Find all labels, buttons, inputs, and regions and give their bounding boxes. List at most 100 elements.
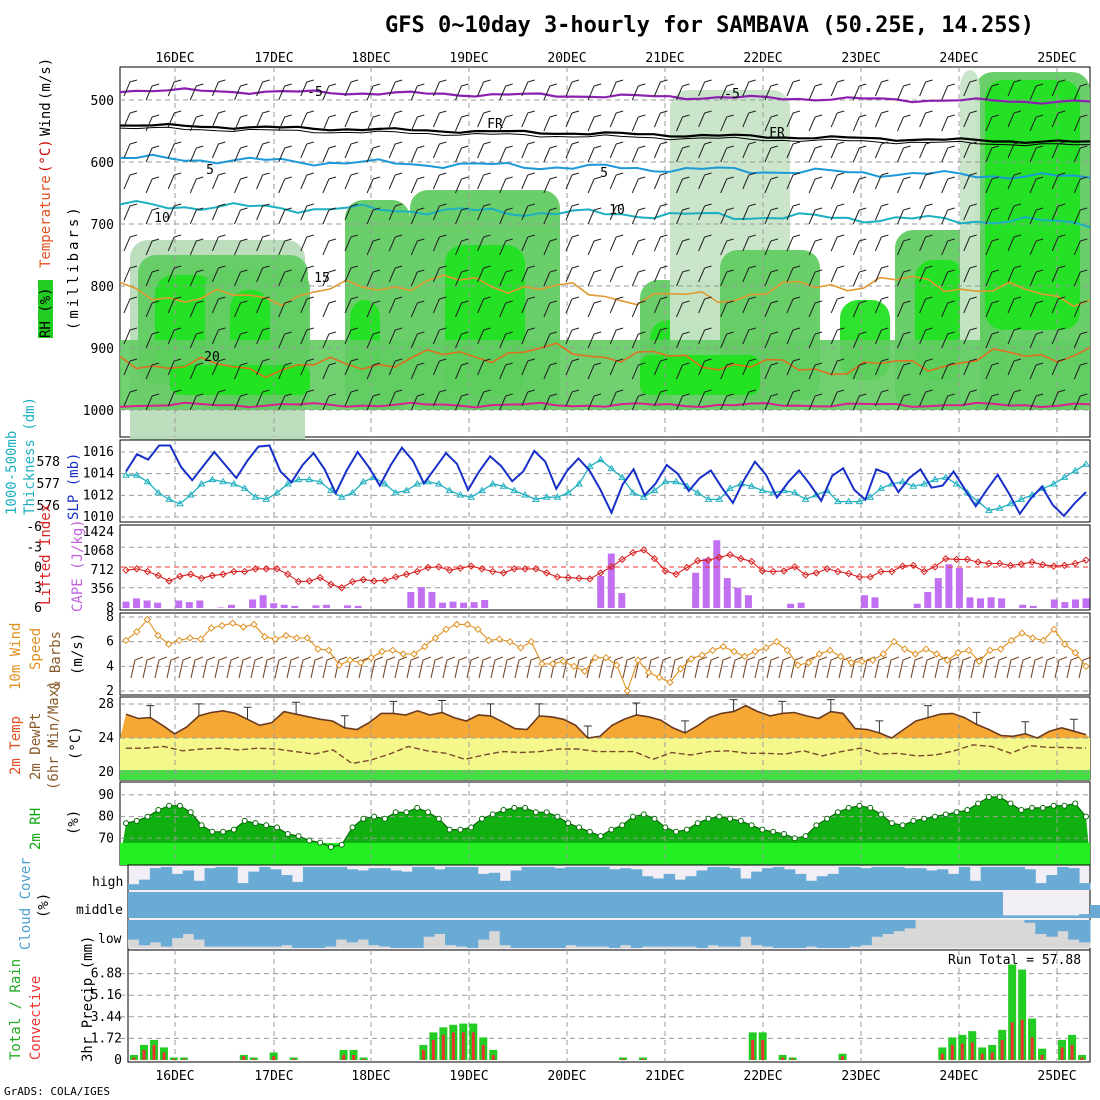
cloud-middle-bar	[379, 892, 391, 918]
precip-convective-bar	[621, 1058, 625, 1060]
rh2m-point	[608, 826, 615, 833]
thickness-point	[672, 477, 680, 485]
wind-barb	[256, 389, 270, 407]
wind-speed-point	[559, 657, 568, 666]
rh2m-point	[489, 811, 496, 818]
wind-barb	[985, 176, 1000, 194]
cloud-low-fill	[598, 920, 610, 947]
temp-max-bar	[1021, 721, 1030, 734]
rh-region	[640, 355, 760, 395]
cloud-low-fill	[783, 920, 796, 948]
wind-barb	[963, 265, 977, 283]
precip-convective-bar	[950, 1044, 954, 1060]
precip-convective-bar	[791, 1058, 795, 1060]
pressure-tick: 1000	[83, 404, 114, 419]
wind-barb	[565, 327, 580, 345]
cape-tick: 356	[91, 582, 114, 597]
isotherm-label: 15	[314, 271, 330, 286]
wind-barb	[410, 145, 425, 163]
cloud-low-fill	[871, 920, 883, 937]
precip-convective-bar	[431, 1039, 435, 1060]
wind-barb	[919, 234, 933, 252]
cloud-middle-bar	[882, 892, 894, 918]
top-date-label: 22DEC	[743, 51, 782, 66]
cloud-low-fill	[696, 920, 708, 948]
wind-barb	[808, 238, 823, 256]
cloud-low-bar	[1046, 936, 1058, 948]
cloud-low-fill	[882, 920, 894, 934]
cloud-middle-label: middle	[76, 903, 123, 918]
wind-barb	[145, 269, 160, 287]
thickness-point	[855, 497, 864, 505]
cloud-low-fill	[477, 920, 490, 940]
wind-speed-point	[879, 650, 888, 658]
wind-speed-point	[804, 658, 813, 667]
cloud-middle-bar	[434, 892, 446, 918]
wind-barb	[830, 358, 845, 376]
wind-barb	[234, 176, 248, 194]
wind-barb	[234, 145, 248, 163]
cloud-low-bar	[1024, 922, 1036, 948]
wind-barb	[278, 145, 292, 163]
wind-barb	[609, 327, 624, 345]
cloud-low-bar	[455, 946, 468, 948]
cloud-low-bar	[565, 945, 577, 948]
cloud-high-bar	[204, 868, 216, 890]
wind-speed-point	[282, 631, 290, 640]
wind-barb	[808, 114, 823, 132]
wind-barb	[322, 114, 337, 132]
wind-speed-point	[676, 665, 685, 673]
cloud-low-fill	[248, 920, 260, 947]
wind-barb	[698, 203, 712, 221]
isotherm-line	[119, 342, 1091, 379]
slp-tick: 1016	[83, 445, 114, 460]
temp-max-bar	[924, 705, 933, 718]
cloud-middle-bar	[357, 892, 369, 918]
wind-speed-point	[847, 658, 856, 667]
wind-speed-point	[271, 635, 280, 643]
wind10m-barb	[946, 656, 960, 679]
cloud-middle-bar	[926, 892, 938, 918]
wind-barb	[941, 238, 955, 256]
wind10m-barb	[262, 656, 276, 679]
temp-base-band	[120, 770, 1090, 780]
wind-barb	[808, 331, 823, 349]
cloud-low-fill	[335, 920, 348, 940]
thickness-point	[844, 497, 853, 505]
wind-barb	[676, 362, 690, 380]
slp-ticks: 578 577 576 1016 1014 1012 1010	[37, 445, 115, 525]
thickness-point	[337, 493, 346, 500]
thickness-point	[575, 480, 583, 487]
cape-bar	[713, 540, 721, 608]
wind-barb	[388, 327, 403, 345]
thickness-label-a: 1000-500mb	[4, 431, 20, 515]
wind-barb	[1029, 83, 1044, 101]
wind-barb	[1051, 141, 1066, 159]
precip-convective-bar	[1040, 1054, 1044, 1060]
cloud-low-bar	[729, 946, 741, 948]
rh2m-point	[403, 809, 410, 816]
cape-bar	[227, 604, 235, 608]
temp-max-bar	[194, 703, 203, 716]
precip-tick: 0	[114, 1053, 122, 1068]
cloud-low-fill	[532, 920, 544, 948]
bottom-date-label: 16DEC	[155, 1069, 194, 1084]
wind-barb	[300, 203, 314, 221]
wind-barb	[1029, 145, 1044, 163]
temp-max-bar	[632, 702, 641, 716]
cloud-middle-bar	[237, 892, 249, 918]
rh2m-point	[500, 807, 507, 814]
dewpoint-fill	[120, 738, 1090, 770]
wind-barb	[720, 331, 734, 349]
wind-barb	[985, 238, 1000, 256]
wind-speed-point	[474, 625, 482, 634]
run-total: Run Total = 57.88	[948, 953, 1081, 968]
wind-barb	[477, 141, 491, 159]
precip-convective-bar	[751, 1039, 755, 1060]
wind-barb	[145, 331, 160, 349]
cloud-high-bar	[751, 871, 763, 890]
wind-barb	[410, 207, 425, 225]
cloud-middle-bar	[772, 892, 785, 918]
cloud-low-fill	[838, 920, 850, 948]
cloud-middle-bar	[674, 892, 687, 918]
